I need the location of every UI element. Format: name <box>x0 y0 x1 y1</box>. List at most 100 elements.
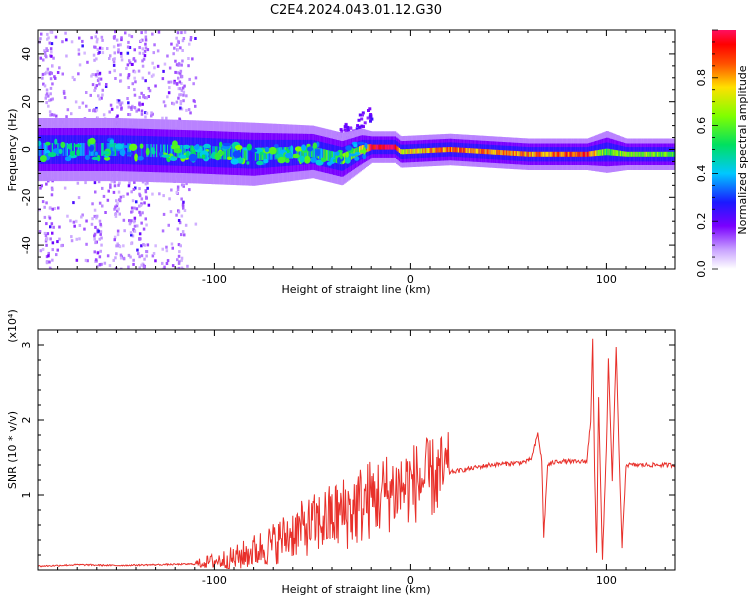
noise-speck <box>119 79 122 83</box>
ridge-core <box>420 148 423 154</box>
ridge-blob <box>65 156 72 162</box>
noise-speck <box>98 219 102 223</box>
noise-speck <box>152 252 156 255</box>
noise-speck <box>192 99 196 103</box>
noise-speck <box>168 66 172 70</box>
ridge-core <box>381 144 383 150</box>
ridge-core <box>267 147 269 160</box>
noise-speck <box>94 225 97 229</box>
noise-speck <box>91 217 94 221</box>
noise-speck <box>171 264 175 268</box>
ridge-core <box>408 149 410 154</box>
noise-speck <box>47 94 50 98</box>
noise-speck <box>78 63 82 67</box>
ridge-blob <box>259 151 263 156</box>
tail-speck <box>361 111 365 115</box>
noise-speck <box>133 224 137 228</box>
ridge-core <box>477 148 479 154</box>
noise-speck <box>65 54 68 58</box>
colorbar-tick-label: 0.0 <box>695 260 708 278</box>
ridge-core <box>593 150 596 157</box>
ridge-core <box>226 146 228 160</box>
y-tick-label: -40 <box>20 236 33 254</box>
noise-speck <box>99 222 102 226</box>
ridge-blob <box>126 151 133 156</box>
noise-speck <box>130 210 133 214</box>
noise-speck <box>95 214 99 218</box>
ridge-core <box>51 143 54 156</box>
ridge-blob <box>161 154 171 158</box>
noise-speck <box>49 98 53 102</box>
ridge-core <box>64 143 66 156</box>
ridge-core <box>371 144 373 150</box>
ridge-core <box>409 148 412 154</box>
noise-speck <box>94 73 97 77</box>
ridge-core <box>612 149 615 156</box>
noise-speck <box>44 96 47 100</box>
ridge-blob <box>214 152 221 161</box>
noise-speck <box>100 35 104 39</box>
noise-speck <box>133 229 137 233</box>
noise-speck <box>185 182 188 186</box>
ridge-core <box>164 144 166 158</box>
noise-speck <box>50 193 54 197</box>
noise-speck <box>115 252 118 256</box>
ridge-blob <box>185 150 190 158</box>
noise-speck <box>120 58 124 62</box>
noise-speck <box>146 48 150 52</box>
ridge-core <box>150 144 153 157</box>
noise-speck <box>180 258 183 262</box>
noise-speck <box>55 114 58 118</box>
noise-speck <box>147 203 151 207</box>
ridge-core <box>618 150 620 157</box>
ridge-core <box>610 149 612 156</box>
noise-speck <box>175 191 179 194</box>
noise-speck <box>53 207 57 210</box>
noise-speck <box>182 183 185 187</box>
ridge-core <box>109 143 111 156</box>
noise-speck <box>95 84 98 88</box>
noise-speck <box>120 36 123 40</box>
noise-speck <box>56 240 59 244</box>
noise-speck <box>173 81 176 85</box>
ridge-core <box>404 149 406 155</box>
noise-speck <box>116 209 119 213</box>
ridge-core <box>459 147 461 153</box>
noise-speck <box>114 212 118 215</box>
noise-speck <box>143 54 147 58</box>
ridge-core <box>622 151 625 157</box>
ridge-blob <box>337 157 341 165</box>
figure-title: C2E4.2024.043.01.12.G30 <box>270 3 442 18</box>
ridge-core <box>416 148 419 154</box>
noise-speck <box>130 106 133 110</box>
ridge-core <box>567 151 570 157</box>
noise-speck <box>133 219 136 223</box>
ridge-core <box>172 144 175 158</box>
noise-speck <box>73 78 76 82</box>
noise-speck <box>45 261 49 265</box>
noise-speck <box>126 97 129 100</box>
ridge-core <box>595 150 597 157</box>
noise-speck <box>99 232 102 236</box>
noise-speck <box>44 239 48 243</box>
noise-speck <box>112 45 116 49</box>
noise-speck <box>85 104 88 108</box>
noise-speck <box>38 208 41 212</box>
snr-x-label: Height of straight line (km) <box>281 583 430 596</box>
noise-speck <box>104 211 107 214</box>
snr-panel: -100 0 100 1 2 3 Height of straight line (km… <box>6 309 676 596</box>
ridge-core <box>645 151 648 157</box>
noise-speck <box>165 249 169 253</box>
noise-speck <box>181 59 184 63</box>
ridge-core <box>378 144 380 150</box>
noise-speck <box>64 31 67 35</box>
noise-speck <box>189 111 192 115</box>
noise-speck <box>180 31 183 35</box>
ridge-core <box>142 143 144 157</box>
noise-speck <box>43 72 47 76</box>
ridge-core <box>518 151 520 157</box>
ridge-core <box>359 146 361 156</box>
y-tick-label: 20 <box>20 95 33 109</box>
ridge-core <box>665 151 667 157</box>
ridge-core <box>485 149 487 155</box>
